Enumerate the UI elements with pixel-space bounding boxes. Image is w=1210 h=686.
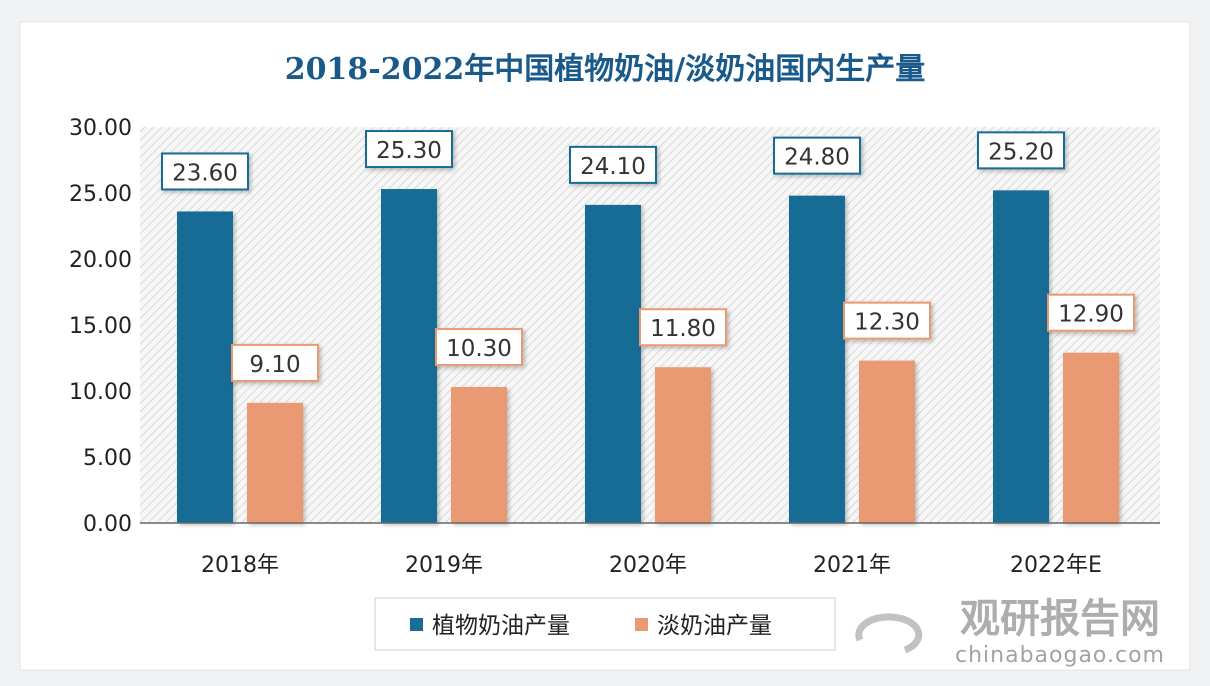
y-tick-label: 30.00 <box>69 116 132 141</box>
data-label: 24.10 <box>580 154 646 180</box>
data-label: 25.20 <box>988 139 1054 165</box>
y-tick-label: 25.00 <box>69 182 132 207</box>
x-tick-label: 2019年 <box>405 553 483 578</box>
data-label-box <box>569 145 657 184</box>
data-label-box <box>639 308 727 347</box>
legend <box>374 597 836 651</box>
legend-label: 淡奶油产量 <box>657 613 772 639</box>
bar-cream-1 <box>451 387 507 523</box>
bar-cream-0 <box>247 402 303 523</box>
data-label: 9.10 <box>249 352 300 378</box>
watermark-logo-icon <box>855 613 923 654</box>
data-label: 25.30 <box>376 138 442 164</box>
data-label: 24.80 <box>784 145 850 171</box>
x-tick-label: 2021年 <box>813 553 891 578</box>
data-label-box <box>773 136 861 175</box>
bar-vegetable-0 <box>177 211 233 524</box>
bar-cream-4 <box>1063 352 1119 523</box>
legend-swatch <box>410 618 423 631</box>
watermark-cn: 观研报告网 <box>960 596 1160 642</box>
data-label-box <box>435 328 523 367</box>
data-label: 12.30 <box>854 310 920 336</box>
bar-vegetable-3 <box>789 195 845 523</box>
y-tick-label: 15.00 <box>69 314 132 339</box>
data-label-box <box>231 343 319 382</box>
bar-vegetable-1 <box>381 189 437 524</box>
data-label: 12.90 <box>1058 302 1124 328</box>
watermark-url: chinabaogao.com <box>955 643 1165 668</box>
data-label: 23.60 <box>172 160 238 186</box>
y-tick-label: 5.00 <box>83 446 132 471</box>
bar-vegetable-4 <box>993 190 1049 524</box>
y-tick-label: 0.00 <box>83 512 132 537</box>
data-label-box <box>161 152 249 191</box>
y-tick-label: 20.00 <box>69 248 132 273</box>
x-tick-label: 2022年E <box>1010 553 1102 578</box>
data-label-box <box>843 301 931 340</box>
x-tick-label: 2018年 <box>201 553 279 578</box>
legend-label: 植物奶油产量 <box>432 613 570 639</box>
legend-swatch <box>635 618 648 631</box>
x-tick-label: 2020年 <box>609 553 687 578</box>
data-label-box <box>1047 293 1135 332</box>
data-label-box <box>365 130 453 169</box>
data-label-box <box>977 131 1065 170</box>
watermark: 观研报告网 chinabaogao.com <box>855 596 1165 668</box>
bar-vegetable-2 <box>585 204 641 523</box>
bar-cream-3 <box>859 360 915 523</box>
y-tick-label: 10.00 <box>69 380 132 405</box>
chart-title: 2018-2022年中国植物奶油/淡奶油国内生产量 <box>285 52 925 87</box>
data-label: 10.30 <box>446 336 512 362</box>
data-label: 11.80 <box>650 316 716 342</box>
bar-cream-2 <box>655 367 711 523</box>
